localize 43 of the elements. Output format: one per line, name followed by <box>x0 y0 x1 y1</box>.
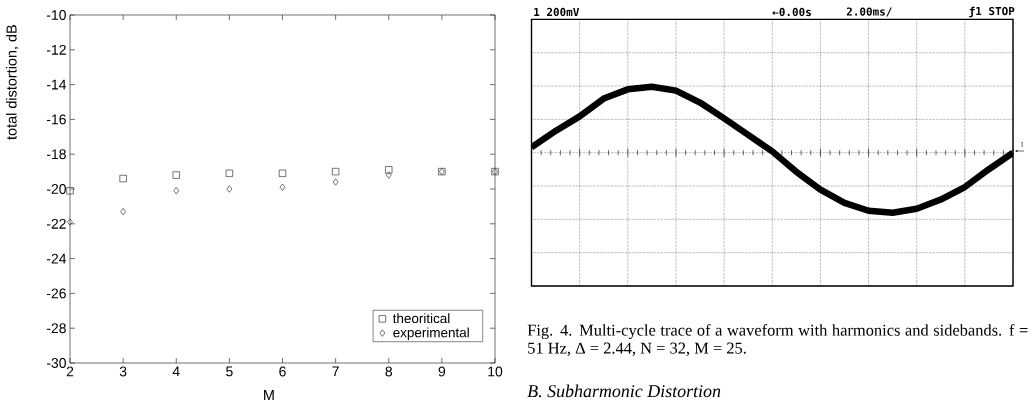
y-tick-label: -10 <box>46 10 66 20</box>
x-tick-label: 6 <box>279 366 286 377</box>
point <box>67 218 73 226</box>
text: ←0.00s <box>772 7 811 17</box>
y-tick-label: -20 <box>46 184 66 194</box>
point <box>66 187 74 195</box>
x-tick-label: 4 <box>172 366 180 377</box>
y-tick-label: -26 <box>46 288 66 299</box>
x-tick-label: 7 <box>332 366 339 377</box>
point <box>172 171 180 179</box>
x-tick-label: 5 <box>226 366 233 377</box>
legend-label: experimental <box>393 327 469 341</box>
point <box>332 178 339 186</box>
legend-label: theoritical <box>392 313 450 324</box>
y-tick-label: -18 <box>46 149 66 160</box>
x-tick-label: 9 <box>438 366 446 377</box>
y-axis-title: total distortion, dB <box>6 25 19 140</box>
y-tick-label: -28 <box>46 323 66 334</box>
y-tick-label: -12 <box>46 44 66 55</box>
text: ƒ1 STOP <box>969 6 1015 18</box>
point <box>279 183 286 191</box>
caption: Fig. 4. Multi-cycle trace of a waveform with harmonics and sidebands. f = 51 Hz, Δ = 2.44, N = 32, M = 25. <box>527 323 1028 357</box>
text: 1 200mV <box>534 7 580 17</box>
y-tick-label: -14 <box>46 79 67 90</box>
text: B. Subharmonic Distortion <box>527 384 721 398</box>
y-tick-label: -22 <box>46 218 66 229</box>
x-tick-label: 8 <box>385 366 393 377</box>
point <box>331 167 340 176</box>
y-tick-label: -16 <box>46 114 66 125</box>
point <box>226 185 233 193</box>
point <box>225 169 234 177</box>
point <box>278 169 287 177</box>
x-tick-label: 3 <box>119 366 127 377</box>
point <box>385 166 393 174</box>
x-tick-label: 2 <box>66 366 74 377</box>
point <box>119 174 127 183</box>
y-tick-label: -24 <box>46 253 67 264</box>
x-axis-title: M <box>264 390 274 400</box>
text: 2.00ms/ <box>846 7 892 17</box>
point <box>385 171 392 179</box>
y-tick-label: -30 <box>46 358 66 368</box>
x-tick-label: 10 <box>488 366 503 377</box>
point <box>173 187 180 195</box>
